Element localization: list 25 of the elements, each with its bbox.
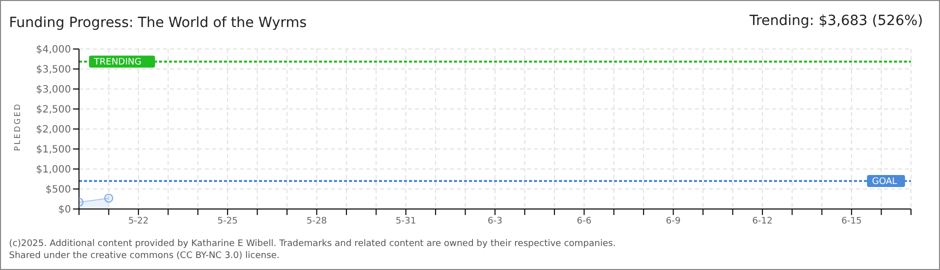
ref-line-label: TRENDING bbox=[93, 58, 142, 68]
y-tick-label: $3,500 bbox=[36, 64, 71, 76]
x-tick-label: 6-9 bbox=[666, 216, 681, 226]
y-tick-label: $2,000 bbox=[36, 124, 71, 136]
text: (c)2025. Additional content provided by Katharine E Wibell. Trademarks and related content are owned by their respective companies. bbox=[9, 238, 616, 250]
x-tick-label: 5-22 bbox=[128, 216, 149, 226]
x-tick-label: 5-28 bbox=[306, 216, 328, 226]
ref-line-label: GOAL bbox=[872, 177, 898, 187]
y-tick-label: $1,000 bbox=[36, 164, 71, 176]
y-tick-label: $4,000 bbox=[36, 44, 71, 56]
y-tick-label: $500 bbox=[46, 184, 71, 196]
x-tick-label: 5-25 bbox=[217, 216, 238, 226]
x-tick-label: 6-3 bbox=[488, 216, 502, 226]
x-tick-label: 6-15 bbox=[841, 216, 862, 226]
y-tick-label: $0 bbox=[58, 204, 71, 216]
y-tick-label: $2,500 bbox=[36, 104, 71, 116]
text: Shared under the creative commons (CC BY-NC 3.0) license. bbox=[9, 250, 281, 262]
y-tick-label: $1,500 bbox=[36, 144, 71, 156]
y-axis-title: PLEDGED bbox=[13, 102, 22, 151]
chart-title: Funding Progress: The World of the Wyrms bbox=[9, 15, 307, 31]
x-tick-label: 5-31 bbox=[396, 216, 416, 226]
y-tick-label: $3,000 bbox=[36, 84, 71, 96]
chart-subtitle: Trending: $3,683 (526%) bbox=[749, 13, 923, 29]
x-tick-label: 6-6 bbox=[576, 216, 592, 226]
x-tick-label: 6-12 bbox=[752, 216, 773, 226]
